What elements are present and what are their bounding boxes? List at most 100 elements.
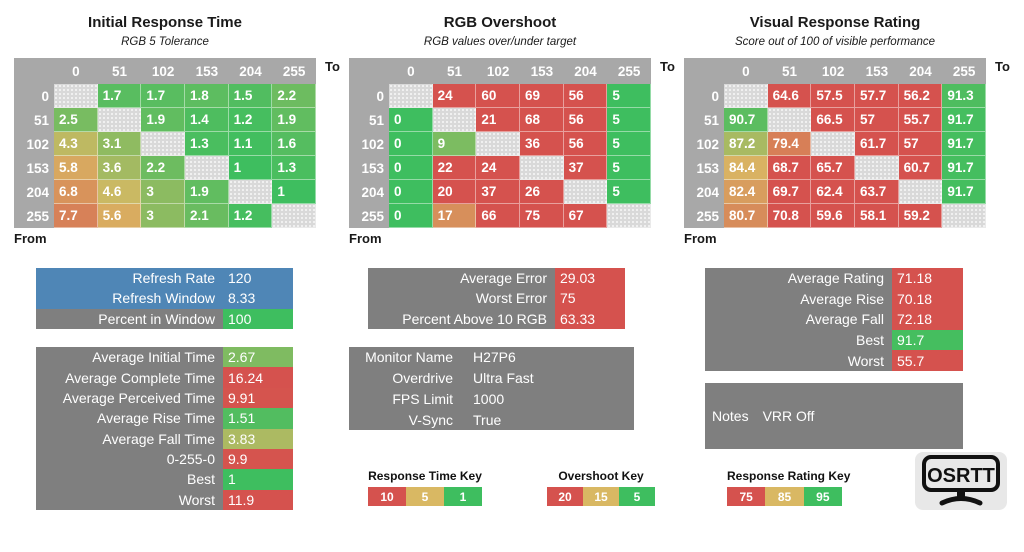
- heatmap-cell: 56: [563, 132, 608, 156]
- heatmap-cell: 70.8: [767, 204, 812, 228]
- heatmap-cell: 68.7: [767, 156, 812, 180]
- heatmap-cell: 75: [520, 204, 564, 228]
- heatmap-cell: 1.9: [272, 108, 316, 132]
- heatmap-cell: 0: [389, 108, 433, 132]
- panel-row: Average Error 29.03: [368, 268, 625, 289]
- heatmap-cell: 20: [432, 180, 477, 204]
- panel-row: Average Rise 70.18: [705, 288, 963, 310]
- row-header: 51: [349, 108, 389, 132]
- panel-value: 8.33: [223, 288, 293, 309]
- column-header: 204: [563, 58, 608, 84]
- panel-value: H27P6: [473, 349, 516, 366]
- heatmap-cell: 56: [563, 108, 608, 132]
- heatmap-cell: 1.1: [228, 132, 273, 156]
- heatmap-cell: 1.3: [272, 156, 316, 180]
- column-header: 255: [607, 58, 651, 84]
- heatmap-cell: 37: [476, 180, 520, 204]
- notes-value: VRR Off: [762, 408, 815, 424]
- column-header: 51: [432, 58, 477, 84]
- heatmap-cell: 67: [563, 204, 608, 228]
- panel-value: 1.51: [223, 408, 293, 429]
- heatmap-cell: 7.7: [54, 204, 98, 228]
- key-swatch: 10: [368, 487, 406, 506]
- row-header: 204: [349, 180, 389, 204]
- heatmap-cell: 59.6: [811, 204, 855, 228]
- heatmap-grid: 0 51 102 153 204 255 0 64.6 57.5 57.7 56.2 91.3 51 90…: [684, 58, 986, 228]
- heatmap-cell: 91.7: [942, 180, 986, 204]
- heatmap-cell: 57: [898, 132, 943, 156]
- panel-row: FPS Limit 1000: [349, 389, 634, 410]
- heatmap-cell: 90.7: [724, 108, 768, 132]
- heatmap-cell: 3.1: [97, 132, 142, 156]
- heatmap-cell: 17: [432, 204, 477, 228]
- heatmap-cell: 55.7: [898, 108, 943, 132]
- row-header: 0: [349, 84, 389, 108]
- heatmap-grid: 0 51 102 153 204 255 0 24 60 69 56 5 51 0 21 68 56 5 102 0 9…: [349, 58, 651, 228]
- logo-text: OSRTT: [927, 465, 995, 487]
- heatmap-cell: 26: [520, 180, 564, 204]
- key-swatch: 85: [765, 487, 804, 506]
- heatmap-cell: 58.1: [855, 204, 899, 228]
- heatmap-cell: 1.7: [141, 84, 185, 108]
- panel-row: 0-255-0 9.9: [36, 448, 293, 470]
- heatmap-corner: [14, 58, 54, 84]
- panel-label: Worst Error: [475, 290, 547, 307]
- column-header: 204: [228, 58, 273, 84]
- key-swatch: 5: [406, 487, 444, 506]
- panel-value: 1000: [473, 390, 505, 407]
- heatmap-cell: 4.3: [54, 132, 98, 156]
- heatmap-cell: 84.4: [724, 156, 768, 180]
- row-header: 0: [14, 84, 54, 108]
- panel-label: Average Perceived Time: [62, 389, 215, 406]
- heatmap-cell: 82.4: [724, 180, 768, 204]
- row-header: 153: [349, 156, 389, 180]
- row-header: 255: [14, 204, 54, 228]
- panel-row: Average Fall 72.18: [705, 309, 963, 330]
- column-header: 255: [272, 58, 316, 84]
- panel-value: 71.18: [892, 268, 963, 289]
- panel-row: Average Perceived Time 9.91: [36, 387, 293, 409]
- panel-label: 0-255-0: [166, 451, 215, 468]
- column-header: 51: [767, 58, 812, 84]
- axis-to-label: To: [660, 59, 675, 74]
- panel-value: 16.24: [223, 367, 293, 388]
- monitor-settings-panel: Monitor Name H27P6 Overdrive Ultra Fast FPS …: [349, 347, 634, 430]
- panel-row: Percent in Window 100: [36, 308, 293, 329]
- heatmap-cell: 0: [389, 180, 433, 204]
- panel-label: Average Rating: [787, 270, 884, 287]
- heatmap-cell: 1.2: [228, 204, 273, 228]
- axis-from-label: From: [14, 231, 47, 246]
- panel-row: Worst 55.7: [705, 350, 963, 371]
- heatmap-cell: 91.7: [942, 108, 986, 132]
- table-subtitle: RGB 5 Tolerance: [121, 36, 209, 48]
- panel-label: Overdrive: [392, 370, 453, 387]
- heatmap-cell-blank: [389, 84, 433, 108]
- heatmap-cell: 1.7: [97, 84, 142, 108]
- heatmap-cell: 91.7: [942, 132, 986, 156]
- heatmap-grid: 0 51 102 153 204 255 0 1.7 1.7 1.8 1.5 2.2 51 2.5 1.9 1…: [14, 58, 316, 228]
- panel-value: True: [473, 411, 502, 428]
- heatmap-cell: 87.2: [724, 132, 768, 156]
- panel-row: Worst Error 75: [368, 288, 625, 309]
- heatmap-cell: 2.1: [185, 204, 229, 228]
- panel-value: 91.7: [892, 329, 963, 351]
- overshoot-summary-panel: Average Error 29.03 Worst Error 75 Percent A…: [368, 268, 625, 329]
- axis-to-label: To: [325, 59, 340, 74]
- response-rating-key: Response Rating Key 75 85 95: [727, 469, 850, 506]
- key-swatch: 1: [444, 487, 482, 506]
- heatmap-visual-response-rating: Visual Response Rating Score out of 100 …: [684, 12, 1010, 246]
- heatmap-cell-blank: [942, 204, 986, 228]
- column-header: 255: [942, 58, 986, 84]
- panel-label: FPS Limit: [392, 390, 453, 407]
- panel-row: Best 91.7: [705, 329, 963, 351]
- row-header: 153: [14, 156, 54, 180]
- key-swatch: 95: [803, 487, 842, 506]
- panel-row: Average Complete Time 16.24: [36, 367, 293, 388]
- rating-summary-panel: Average Rating 71.18 Average Rise 70.18 Aver…: [705, 268, 963, 371]
- heatmap-cell: 6.8: [54, 180, 98, 204]
- heatmap-cell: 1.9: [141, 108, 185, 132]
- panel-value: 100: [223, 308, 293, 329]
- panel-value: 120: [223, 268, 293, 289]
- panel-label: Worst: [178, 491, 215, 508]
- heatmap-cell: 1: [272, 180, 316, 204]
